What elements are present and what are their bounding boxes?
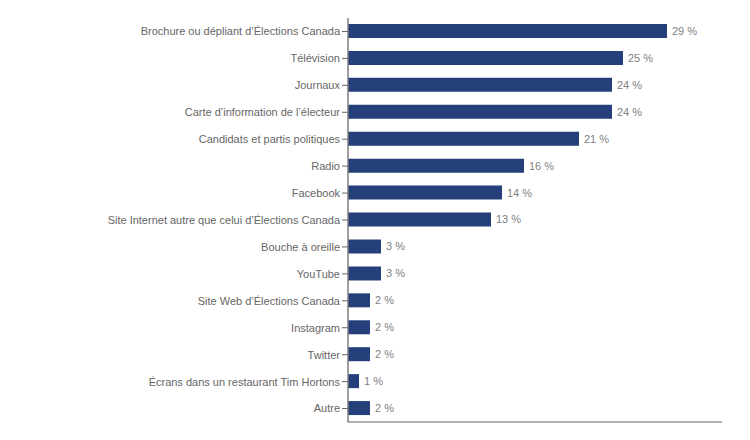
svg-text:29 %: 29 % bbox=[672, 25, 697, 37]
svg-text:Journaux: Journaux bbox=[295, 79, 341, 91]
svg-text:2 %: 2 % bbox=[375, 321, 394, 333]
svg-text:3 %: 3 % bbox=[386, 267, 405, 279]
svg-text:Instagram: Instagram bbox=[291, 322, 340, 334]
svg-text:24 %: 24 % bbox=[617, 106, 642, 118]
svg-text:2 %: 2 % bbox=[375, 402, 394, 414]
svg-text:Carte d’information de l’élect: Carte d’information de l’électeur bbox=[185, 106, 341, 118]
svg-text:14 %: 14 % bbox=[507, 187, 532, 199]
svg-text:13 %: 13 % bbox=[496, 213, 521, 225]
svg-text:25 %: 25 % bbox=[628, 52, 653, 64]
svg-text:21 %: 21 % bbox=[584, 133, 609, 145]
svg-text:Autre: Autre bbox=[314, 402, 340, 414]
svg-text:Écrans dans un restaurant Tim: Écrans dans un restaurant Tim Hortons bbox=[149, 376, 341, 388]
svg-text:16 %: 16 % bbox=[529, 160, 554, 172]
svg-text:Facebook: Facebook bbox=[292, 187, 341, 199]
svg-text:Télévision: Télévision bbox=[290, 52, 340, 64]
svg-text:Twitter: Twitter bbox=[308, 349, 341, 361]
svg-text:Candidats et partis politiques: Candidats et partis politiques bbox=[199, 133, 341, 145]
svg-text:Radio: Radio bbox=[311, 160, 340, 172]
svg-text:Site Internet autre que celui: Site Internet autre que celui d’Élection… bbox=[108, 214, 341, 226]
svg-text:2 %: 2 % bbox=[375, 294, 394, 306]
svg-text:1 %: 1 % bbox=[364, 375, 383, 387]
svg-text:Site Web d’Élections Canada: Site Web d’Élections Canada bbox=[198, 295, 341, 307]
svg-text:24 %: 24 % bbox=[617, 79, 642, 91]
svg-text:3 %: 3 % bbox=[386, 240, 405, 252]
svg-text:2 %: 2 % bbox=[375, 348, 394, 360]
svg-text:Bouche à oreille: Bouche à oreille bbox=[261, 241, 340, 253]
svg-text:YouTube: YouTube bbox=[297, 268, 340, 280]
svg-text:Brochure ou dépliant d’Électio: Brochure ou dépliant d’Élections Canada bbox=[141, 25, 341, 37]
